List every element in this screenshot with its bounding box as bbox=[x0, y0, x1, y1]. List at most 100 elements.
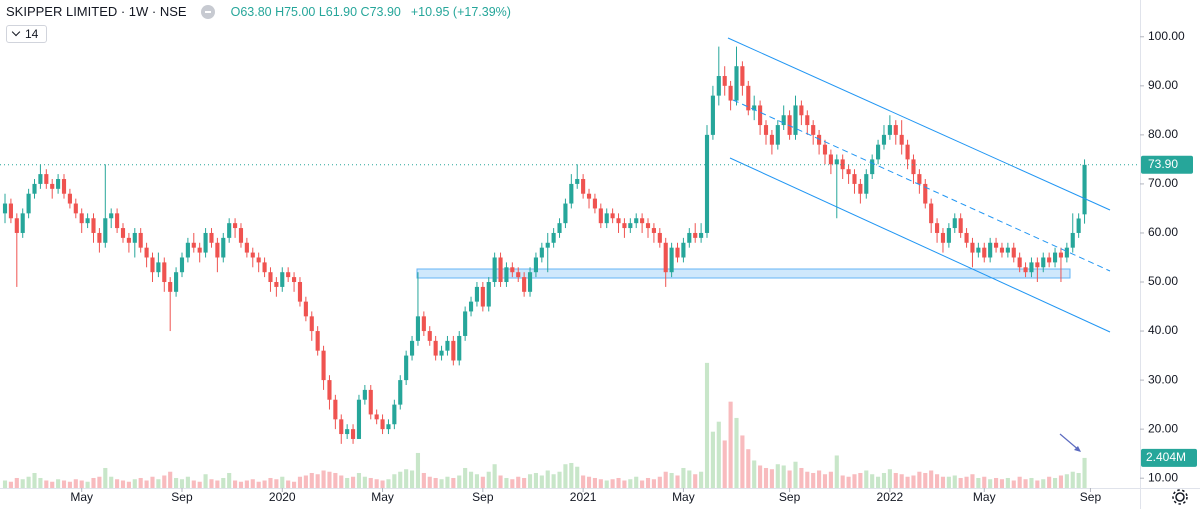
volume-bar bbox=[640, 480, 645, 488]
volume-bar bbox=[781, 465, 786, 488]
volume-bar bbox=[604, 480, 609, 488]
candle-body bbox=[858, 183, 863, 194]
candle-body bbox=[433, 340, 438, 356]
candle-body bbox=[480, 286, 485, 307]
candle-body bbox=[557, 223, 562, 233]
volume-bar bbox=[321, 470, 326, 488]
y-tick-label: 60.00 bbox=[1148, 225, 1178, 239]
candle-body bbox=[327, 380, 332, 400]
candle-body bbox=[758, 105, 763, 126]
candle-body bbox=[1023, 267, 1028, 273]
candle-body bbox=[958, 218, 963, 233]
volume-bar bbox=[297, 476, 303, 488]
volume-bar bbox=[1082, 457, 1087, 488]
volume-bar bbox=[398, 471, 403, 488]
volume-bar bbox=[421, 472, 426, 488]
volume-bar bbox=[209, 479, 214, 488]
candle-body bbox=[988, 242, 993, 258]
candle-body bbox=[704, 134, 710, 233]
volume-bar bbox=[675, 475, 680, 488]
candle-body bbox=[286, 272, 291, 278]
volume-bar bbox=[982, 476, 987, 488]
volume-bar bbox=[61, 480, 67, 488]
volume-bar bbox=[817, 470, 822, 488]
volume-bar bbox=[999, 479, 1005, 488]
volume-bar bbox=[468, 471, 474, 488]
candle-body bbox=[598, 208, 603, 224]
volume-bar bbox=[480, 476, 485, 488]
candle-body bbox=[144, 247, 149, 258]
candle-body bbox=[268, 272, 273, 283]
volume-bar bbox=[811, 472, 816, 488]
candle-body bbox=[315, 331, 320, 351]
candle-body bbox=[1082, 164, 1087, 215]
candle-body bbox=[392, 404, 397, 425]
candle-body bbox=[321, 350, 326, 381]
volume-bar bbox=[91, 477, 96, 488]
candle-body bbox=[964, 232, 969, 243]
volume-bar bbox=[787, 470, 792, 488]
volume-bar bbox=[1023, 479, 1028, 488]
volume-bar bbox=[368, 477, 373, 488]
candle-body bbox=[510, 267, 515, 273]
hide-button[interactable] bbox=[200, 4, 215, 19]
volume-bar bbox=[527, 474, 533, 488]
candle-body bbox=[345, 429, 350, 435]
volume-bar bbox=[386, 479, 391, 488]
volume-bar bbox=[150, 476, 155, 488]
candle-body bbox=[657, 232, 662, 243]
candle-body bbox=[415, 316, 421, 341]
settings-icon[interactable] bbox=[1172, 489, 1188, 505]
indicator-toggle[interactable]: 14 bbox=[6, 25, 48, 43]
candle-body bbox=[805, 115, 810, 126]
candle-body bbox=[610, 213, 615, 219]
candle-body bbox=[109, 213, 114, 219]
candle-body bbox=[79, 213, 84, 224]
candle-body bbox=[663, 242, 668, 273]
volume-bar bbox=[929, 470, 934, 488]
candle-body bbox=[350, 429, 356, 439]
volume-bar bbox=[451, 477, 456, 488]
x-tick-label: May bbox=[973, 490, 996, 504]
volume-bar bbox=[516, 476, 521, 488]
candle-body bbox=[586, 193, 592, 199]
volume-bar bbox=[20, 479, 25, 488]
volume-bar bbox=[1070, 471, 1075, 488]
volume-bar bbox=[79, 480, 84, 488]
volume-bar bbox=[575, 466, 580, 488]
x-tick-label: Sep bbox=[472, 490, 494, 504]
candle-body bbox=[168, 282, 173, 292]
candle-body bbox=[1035, 262, 1040, 268]
volume-bar bbox=[799, 467, 804, 488]
candle-body bbox=[604, 213, 609, 224]
volume-bar bbox=[374, 479, 379, 488]
volume-bar bbox=[1041, 479, 1046, 488]
volume-bar bbox=[852, 474, 857, 488]
volume-bar bbox=[103, 467, 108, 488]
chevron bbox=[11, 27, 21, 37]
candle-body bbox=[203, 232, 208, 253]
candle-body bbox=[97, 232, 102, 243]
candle-body bbox=[498, 257, 503, 283]
volume-bar bbox=[828, 471, 833, 488]
volume-bar bbox=[233, 480, 238, 488]
candle-body bbox=[73, 203, 78, 214]
volume-bar bbox=[557, 471, 562, 488]
candle-body bbox=[91, 218, 96, 233]
candle-body bbox=[103, 218, 108, 243]
candle-body bbox=[356, 399, 362, 439]
volume-bar bbox=[704, 362, 710, 488]
candle-body bbox=[640, 218, 645, 224]
candle-body bbox=[893, 125, 898, 135]
volume-bar bbox=[238, 481, 244, 488]
volume-bar bbox=[345, 477, 350, 488]
volume-bar bbox=[581, 475, 586, 488]
volume-bar bbox=[463, 467, 468, 488]
volume-bar bbox=[1076, 472, 1081, 488]
candle-body bbox=[492, 257, 497, 283]
candle-body bbox=[61, 179, 67, 194]
candle-body bbox=[451, 340, 456, 361]
candle-body bbox=[911, 159, 916, 175]
candle-body bbox=[828, 154, 833, 165]
